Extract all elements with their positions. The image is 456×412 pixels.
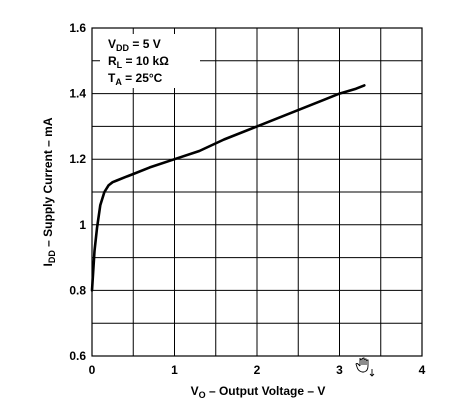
x-tick-label: 2 bbox=[254, 363, 261, 377]
plot-border bbox=[91, 27, 423, 357]
y-tick-label: 0.6 bbox=[69, 349, 86, 363]
annotation-ta: TA = 25°C bbox=[108, 71, 163, 87]
y-tick-label: 1.4 bbox=[69, 87, 86, 101]
x-tick-label: 3 bbox=[336, 363, 343, 377]
series-layer bbox=[90, 84, 366, 292]
hand-cursor-icon bbox=[355, 357, 375, 377]
y-axis-title: IDD – Supply Current – mA bbox=[41, 117, 57, 266]
annotation-rl: RL = 10 kΩ bbox=[108, 54, 169, 70]
x-axis-title: VO – Output Voltage – V bbox=[191, 384, 326, 400]
y-tick-label: 1.6 bbox=[69, 21, 86, 35]
y-tick-label: 1 bbox=[79, 218, 86, 232]
x-tick-label: 0 bbox=[89, 363, 96, 377]
series-line bbox=[90, 84, 366, 292]
tick-labels: 0 1 2 3 4 0.6 0.8 1 1.2 1.4 1.6 bbox=[69, 21, 425, 377]
annotation-vdd: VDD = 5 V bbox=[108, 37, 161, 53]
y-tick-label: 0.8 bbox=[69, 283, 86, 297]
y-tick-label: 1.2 bbox=[69, 152, 86, 166]
x-tick-label: 4 bbox=[419, 363, 426, 377]
x-tick-label: 1 bbox=[171, 363, 178, 377]
annotation-box bbox=[100, 34, 200, 88]
